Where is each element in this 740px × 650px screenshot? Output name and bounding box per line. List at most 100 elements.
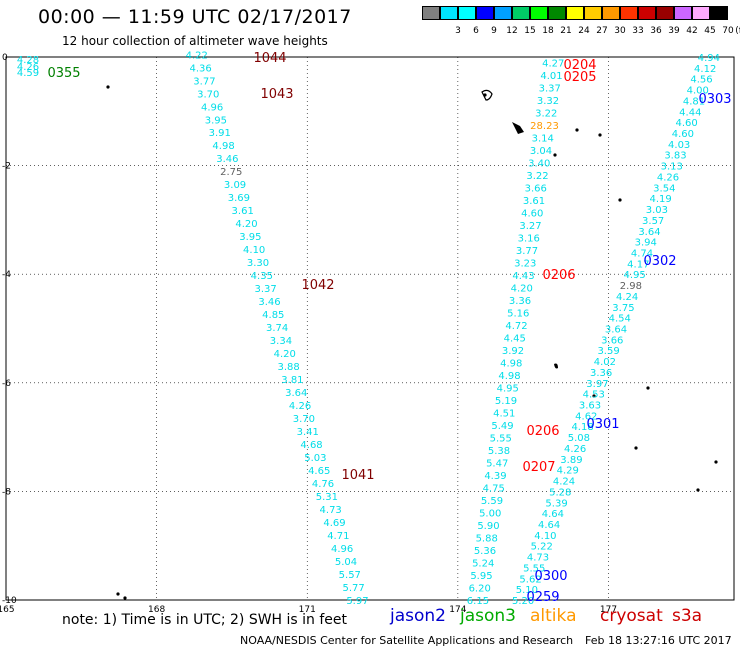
island-shape — [481, 89, 493, 101]
swh-value: 4.51 — [493, 408, 515, 419]
swh-value: 3.77 — [516, 246, 538, 257]
swh-value: 3.66 — [525, 183, 547, 194]
scale-swatch — [620, 6, 638, 20]
scale-label: 36 — [650, 26, 662, 36]
swh-value: 5.57 — [339, 570, 361, 581]
swh-value: 4.53 — [583, 390, 605, 401]
swh-value: 4.62 — [575, 411, 597, 422]
swh-value: 4.64 — [542, 509, 564, 520]
x-tick-label: 168 — [148, 605, 165, 615]
swh-value: 3.04 — [530, 146, 552, 157]
swh-value: 4.71 — [327, 531, 349, 542]
island-shape — [634, 446, 638, 450]
scale-label: 27 — [596, 26, 608, 36]
swh-value: 3.61 — [523, 196, 545, 207]
swh-value: 4.60 — [672, 129, 694, 140]
swh-value: 4.85 — [262, 310, 284, 321]
swh-value: 4.95 — [497, 383, 519, 394]
x-tick-label: 174 — [449, 605, 466, 615]
map-subtitle: 12 hour collection of altimeter wave hei… — [62, 34, 328, 48]
pass-label: 0206 — [526, 424, 559, 439]
scale-unit: (ft) — [735, 26, 740, 36]
swh-value: 4.64 — [538, 520, 560, 531]
scale-swatch — [548, 6, 566, 20]
swh-value: 4.26 — [17, 62, 39, 73]
pass-label: 0355 — [47, 66, 80, 81]
swh-value: 4.94 — [698, 53, 720, 64]
scale-swatch — [458, 6, 476, 20]
swh-value: 3.97 — [586, 379, 608, 390]
scale-swatch — [440, 6, 458, 20]
swh-value: 4.02 — [594, 357, 616, 368]
swh-value: 5.00 — [479, 508, 501, 519]
swh-value: 5.10 — [516, 585, 538, 596]
swh-value: 4.20 — [274, 349, 296, 360]
scale-label: 21 — [560, 26, 572, 36]
swh-value: 3.32 — [537, 96, 559, 107]
swh-value: 4.24 — [616, 292, 638, 303]
swh-value: 4.20 — [511, 283, 533, 294]
swh-value: 4.59 — [17, 68, 39, 79]
legend-jason3: jason3 — [460, 606, 516, 626]
scale-swatch — [494, 6, 512, 20]
swh-value: 3.91 — [209, 128, 231, 139]
swh-value: 5.36 — [474, 546, 496, 557]
pass-label: 0303 — [698, 92, 731, 107]
swh-value: 5.47 — [486, 458, 508, 469]
swh-value: 4.17 — [627, 259, 649, 270]
scale-swatch — [476, 6, 494, 20]
swh-value: 3.27 — [519, 221, 541, 232]
swh-value: 4.01 — [540, 71, 562, 82]
swh-value: 4.98 — [498, 371, 520, 382]
pass-label: 0302 — [643, 254, 676, 269]
swh-value: 4.43 — [512, 271, 534, 282]
y-tick-label: -2 — [2, 162, 11, 172]
island-shape — [696, 488, 700, 492]
swh-value: 6.15 — [467, 596, 489, 607]
swh-value: 4.10 — [534, 531, 556, 542]
swh-value: 4.96 — [201, 102, 223, 113]
scale-label: 30 — [614, 26, 626, 36]
pass-label: 0204 — [563, 58, 596, 73]
swh-value: 5.03 — [304, 453, 326, 464]
swh-value: 3.16 — [518, 233, 540, 244]
swh-value: 3.30 — [247, 258, 269, 269]
swh-value: 5.77 — [342, 583, 364, 594]
swh-value: 3.63 — [579, 401, 601, 412]
swh-value: 3.75 — [612, 303, 634, 314]
swh-value: 5.08 — [568, 433, 590, 444]
pass-label: 0207 — [522, 460, 555, 475]
island-shape — [714, 460, 718, 464]
swh-value: 3.36 — [509, 296, 531, 307]
swh-value: 5.16 — [507, 308, 529, 319]
swh-value: 6.20 — [469, 583, 491, 594]
swh-value: 4.69 — [323, 518, 345, 529]
swh-value: 3.77 — [193, 76, 215, 87]
pass-label: 1044 — [253, 51, 286, 66]
swh-value: 4.27 — [542, 58, 564, 69]
swh-value: 3.23 — [514, 258, 536, 269]
swh-value: 3.22 — [526, 171, 548, 182]
swh-value: 3.34 — [270, 336, 292, 347]
swh-value: 4.03 — [668, 140, 690, 151]
scale-swatch — [584, 6, 602, 20]
pass-label: 1041 — [341, 468, 374, 483]
swh-value: 5.38 — [488, 446, 510, 457]
pass-label: 0300 — [534, 569, 567, 584]
island-shape — [553, 153, 557, 157]
scale-label: 24 — [578, 26, 590, 36]
swh-value: 3.13 — [661, 162, 683, 173]
swh-value: 4.75 — [483, 483, 505, 494]
swh-value: 4.22 — [186, 50, 208, 61]
pass-label: 0206 — [542, 268, 575, 283]
swh-value: 4.95 — [623, 270, 645, 281]
swh-value: 4.81 — [683, 96, 705, 107]
legend-jason2: jason2 — [390, 606, 446, 626]
swh-value: 4.24 — [553, 477, 575, 488]
swh-value: 4.19 — [649, 194, 671, 205]
swh-value: 3.14 — [532, 133, 554, 144]
scale-label: 3 — [455, 26, 461, 36]
pass-label: 0259 — [526, 590, 559, 605]
island-shape — [106, 85, 110, 89]
